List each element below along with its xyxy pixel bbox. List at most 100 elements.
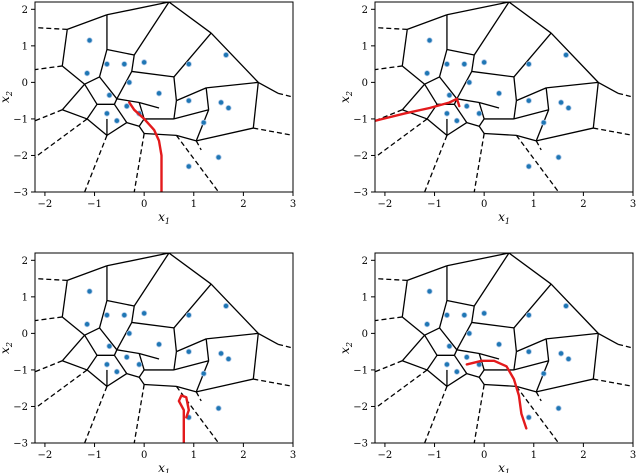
y-tick-label: 0	[362, 78, 368, 89]
voronoi-edge	[210, 32, 259, 83]
voronoi-edge-dashed	[535, 391, 542, 402]
voronoi-edge	[484, 132, 517, 137]
voronoi-edge	[438, 49, 448, 78]
voronoi-edge	[402, 109, 428, 120]
y-tick-label: −2	[353, 402, 368, 413]
voronoi-edge	[536, 378, 594, 393]
data-point	[446, 343, 453, 350]
voronoi-edge	[195, 109, 210, 142]
voronoi-edge	[113, 349, 118, 356]
data-point	[565, 104, 572, 111]
voronoi-edge	[252, 82, 259, 129]
data-point	[215, 154, 222, 161]
data-point	[106, 343, 113, 350]
data-point	[424, 70, 431, 77]
data-point	[496, 341, 503, 348]
data-point	[185, 348, 192, 355]
voronoi-edge	[535, 109, 550, 142]
voronoi-edge	[67, 14, 108, 31]
voronoi-edge	[513, 100, 518, 120]
voronoi-edge-dashed	[473, 384, 485, 443]
voronoi-edge-dashed	[253, 378, 293, 388]
trajectory-line	[375, 97, 461, 122]
voronoi-edge	[471, 70, 515, 78]
trajectory-line	[177, 394, 190, 443]
voronoi-edge	[446, 253, 510, 267]
panel-3: −2 −1 0 1 2 3 −3 −2 −1 0 1 2 x1 x2	[0, 252, 296, 473]
axes-frame	[34, 252, 294, 444]
y-tick-label: −3	[13, 188, 28, 199]
voronoi-edge	[84, 327, 100, 336]
data-point	[215, 405, 222, 412]
data-point	[123, 354, 130, 361]
voronoi-edge	[402, 360, 428, 371]
voronoi-edge	[446, 48, 475, 56]
data-point	[136, 361, 143, 368]
voronoi-edge	[131, 321, 175, 329]
data-point	[525, 312, 532, 319]
voronoi-edge	[592, 333, 599, 380]
y-tick-label: −1	[13, 365, 28, 376]
voronoi-edge	[407, 265, 448, 282]
voronoi-edge	[138, 118, 145, 127]
data-point	[225, 355, 232, 362]
voronoi-edge-dashed	[375, 65, 403, 71]
voronoi-edge-dashed	[617, 92, 633, 98]
voronoi-edge	[126, 372, 140, 378]
x-tick-label: 1	[531, 450, 537, 461]
voronoi-edge	[138, 353, 145, 371]
x-tick-label: −2	[378, 450, 393, 461]
voronoi-edge-dashed	[175, 134, 220, 192]
voronoi-edge-dashed	[375, 277, 408, 282]
voronoi-edge-dashed	[133, 133, 145, 192]
data-point	[426, 37, 433, 44]
voronoi-edge-dashed	[35, 360, 63, 373]
voronoi-edge	[144, 132, 177, 137]
voronoi-edge	[195, 360, 210, 393]
data-point	[525, 414, 532, 421]
data-point	[225, 104, 232, 111]
data-point	[453, 117, 460, 124]
data-point	[443, 61, 450, 68]
voronoi-edge	[446, 299, 475, 307]
trajectory-line	[465, 359, 528, 430]
voronoi-edge	[173, 100, 178, 120]
voronoi-edge	[168, 2, 212, 34]
voronoi-edge	[98, 76, 118, 100]
voronoi-edge	[138, 102, 145, 120]
voronoi-edge-dashed	[375, 26, 408, 31]
voronoi-edge	[176, 134, 197, 142]
voronoi-edge-dashed	[84, 386, 108, 443]
axes-frame	[34, 1, 294, 193]
data-point	[525, 348, 532, 355]
panel-1: −2 −1 0 1 2 3 −3 −2 −1 0 1 2 x1 x2	[0, 1, 296, 226]
voronoi-edge-dashed	[35, 316, 63, 322]
voronoi-edge	[131, 305, 135, 323]
voronoi-edge	[113, 103, 128, 123]
x-axis-label: x1	[498, 461, 510, 473]
voronoi-edge-dashed	[277, 92, 293, 98]
voronoi-edge-dashed	[473, 133, 485, 192]
x-axis-label: x1	[158, 461, 170, 473]
voronoi-edge	[133, 2, 170, 56]
voronoi-edge	[106, 2, 170, 16]
voronoi-edge	[513, 283, 552, 329]
data-point	[463, 354, 470, 361]
voronoi-edge	[173, 109, 209, 120]
x-tick-label: 2	[580, 199, 586, 210]
voronoi-edge-dashed	[35, 369, 88, 409]
voronoi-edge	[84, 83, 98, 105]
voronoi-edge	[61, 29, 68, 67]
voronoi-edge	[508, 253, 552, 285]
voronoi-edge-dashed	[35, 65, 63, 71]
voronoi-edge	[126, 121, 140, 127]
voronoi-edge	[401, 83, 426, 111]
x-tick-label: 2	[240, 450, 246, 461]
data-point	[565, 355, 572, 362]
voronoi-edge	[536, 127, 594, 142]
y-tick-label: −3	[13, 439, 28, 450]
voronoi-edge	[424, 327, 440, 336]
trajectory-line	[128, 101, 163, 192]
data-point	[496, 90, 503, 97]
